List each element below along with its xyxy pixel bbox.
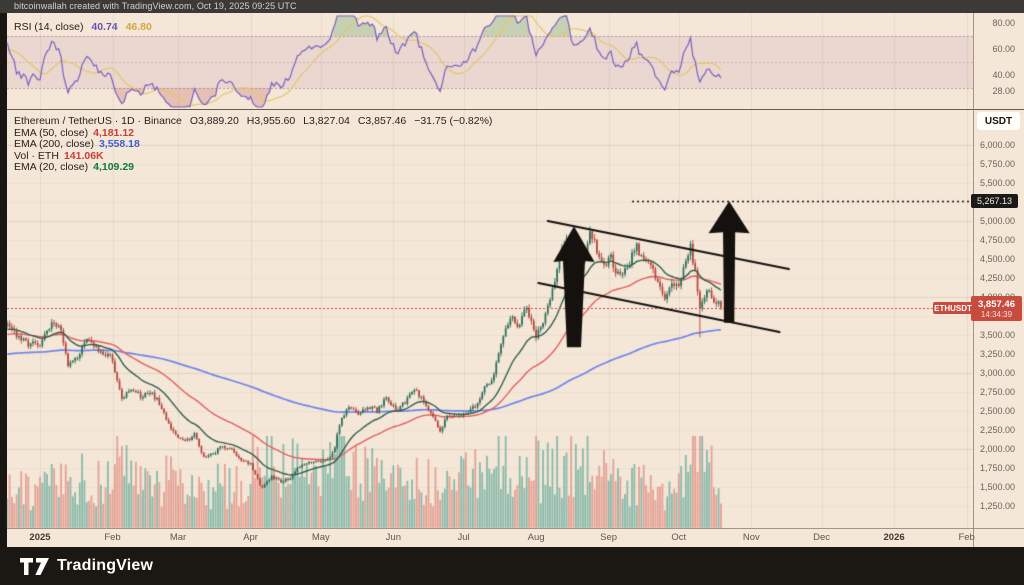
indicator-value: 4,109.29 (93, 161, 134, 174)
indicator-legend-rows: EMA (50, close) 4,181.12 EMA (200, close) 3… (14, 126, 497, 174)
attribution-bar: bitcoinwallah created with TradingView.c… (0, 0, 1024, 13)
indicator-label: Vol · ETH (14, 149, 59, 162)
price-axis-label: 4,750.00 (979, 235, 1015, 245)
price-axis-label: 1,750.00 (979, 463, 1015, 473)
symbol-legend-row[interactable]: Ethereum / TetherUS · 1D · Binance O3,88… (14, 115, 497, 128)
indicator-value: 3,558.18 (98, 138, 140, 151)
price-axis-label: 5,000.00 (979, 216, 1015, 226)
rsi-legend-label: RSI (14, close) (14, 21, 84, 33)
rsi-axis-label: 40.00 (992, 70, 1015, 80)
indicator-label: EMA (50, close) (14, 126, 89, 139)
rsi-value: 40.74 (91, 21, 118, 33)
price-axis-border (973, 13, 974, 547)
last-price-label: 3,857.46 14:34:39 (971, 296, 1022, 321)
indicator-value: 141.06K (63, 149, 104, 162)
price-axis-label: 3,500.00 (979, 330, 1015, 340)
price-axis-label: 3,250.00 (979, 349, 1015, 359)
price-axis-label: 6,000.00 (979, 140, 1015, 150)
currency-toggle-button[interactable]: USDT (977, 112, 1020, 130)
time-axis-label: 2025 (29, 532, 51, 543)
pane-divider[interactable] (7, 109, 1024, 110)
footer-bar: TradingView (0, 547, 1024, 585)
price-axis-label: 2,250.00 (979, 425, 1015, 435)
time-axis-border (7, 528, 1024, 529)
indicator-value: 4,181.12 (93, 126, 134, 139)
ohlc-low: L3,827.04 (303, 115, 350, 127)
last-price-value: 3,857.46 (978, 298, 1015, 310)
indicator-label: EMA (20, close) (14, 161, 89, 174)
indicator-legend-row[interactable]: EMA (50, close) 4,181.12 (14, 126, 497, 140)
price-axis-label: 2,750.00 (979, 387, 1015, 397)
ohlc-close: C3,857.46 (357, 115, 407, 127)
bar-countdown: 14:34:39 (980, 309, 1013, 319)
indicator-legend-row[interactable]: EMA (200, close) 3,558.18 (14, 138, 497, 151)
price-axis-label: 2,500.00 (979, 406, 1015, 416)
rsi-ma-value: 46.80 (125, 21, 152, 33)
price-axis-label: 2,000.00 (979, 444, 1015, 454)
time-axis-label: Jul (457, 532, 470, 543)
rsi-legend[interactable]: RSI (14, close) 40.74 46.80 (14, 21, 157, 33)
indicator-legend-row[interactable]: EMA (20, close) 4,109.29 (14, 162, 497, 174)
symbol-price-badge: ETHUSDT (933, 302, 973, 314)
time-axis-label: Jun (385, 532, 401, 543)
time-axis-label: Feb (104, 532, 121, 543)
time-axis-label: Nov (742, 532, 760, 543)
target-price-label: 5,267.13 (971, 194, 1018, 208)
time-axis-label: Sep (600, 532, 618, 543)
indicator-label: EMA (200, close) (14, 138, 94, 151)
attribution-text: bitcoinwallah created with TradingView.c… (14, 1, 297, 11)
rsi-axis-label: 60.00 (992, 44, 1015, 54)
ohlc-high: H3,955.60 (246, 115, 296, 127)
indicator-legend-row[interactable]: Vol · ETH 141.06K (14, 149, 497, 163)
time-axis-label: May (311, 532, 330, 543)
price-axis-label: 5,500.00 (979, 178, 1015, 188)
time-axis-label: Aug (527, 532, 545, 543)
ohlc-change: −31.75 (−0.82%) (414, 115, 493, 127)
price-axis-label: 4,500.00 (979, 254, 1015, 264)
price-axis-label: 1,500.00 (979, 482, 1015, 492)
time-axis-label: Apr (243, 532, 258, 543)
rsi-axis-label: 80.00 (992, 18, 1015, 28)
tradingview-logo-text[interactable]: TradingView (57, 557, 154, 574)
time-axis-label: 2026 (883, 532, 905, 543)
rsi-axis-label: 28.00 (992, 85, 1015, 96)
price-axis-label: 4,250.00 (979, 273, 1015, 283)
price-axis-label: 1,250.00 (979, 501, 1015, 511)
price-axis-label: 5,750.00 (979, 159, 1015, 169)
tradingview-logo-icon[interactable] (20, 557, 50, 575)
time-axis-label: Dec (813, 532, 830, 543)
symbol-legend: Ethereum / TetherUS · 1D · Binance O3,88… (14, 115, 497, 174)
time-axis-label: Mar (169, 532, 187, 543)
time-axis-label: Oct (671, 532, 687, 543)
ohlc-open: O3,889.20 (189, 115, 239, 127)
price-axis-label: 3,000.00 (979, 368, 1015, 378)
symbol-title[interactable]: Ethereum / TetherUS · 1D · Binance (14, 115, 182, 127)
time-axis-label: Feb (958, 532, 975, 543)
